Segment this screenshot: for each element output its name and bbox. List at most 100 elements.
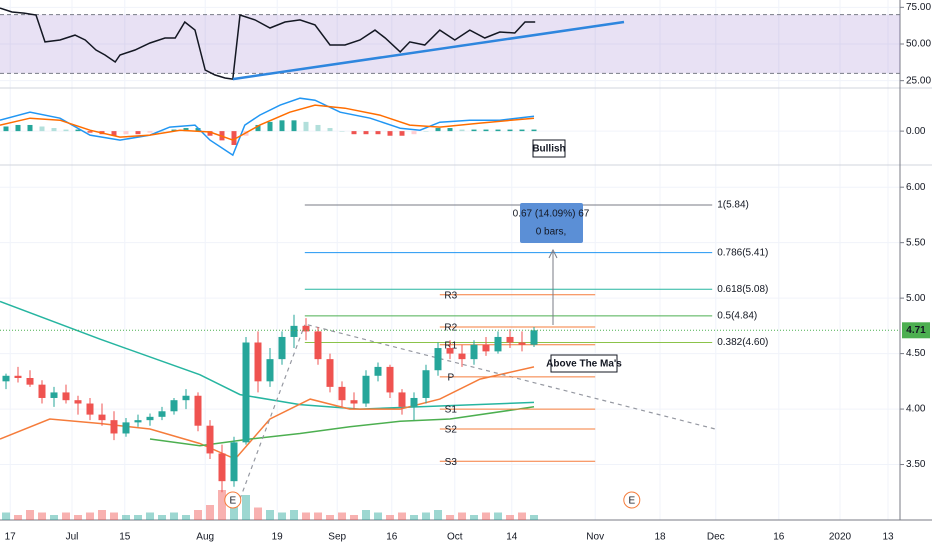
histogram-bar [123,131,129,135]
last-price-box [902,322,930,339]
volume-bar [494,512,502,520]
pivot-label: R2 [444,323,457,334]
candle-body [50,392,58,398]
x-tick-label: 19 [272,532,284,543]
volume-bar [62,512,70,520]
histogram-bar [255,124,261,132]
histogram-bar [291,120,297,132]
histogram-bar [39,126,45,132]
candle-body [182,395,190,401]
volume-bar [242,495,250,520]
histogram-bar [351,131,357,135]
histogram-bar [375,131,381,135]
histogram-bar [183,128,189,132]
annotation-box [550,354,618,373]
volume-bar [122,515,130,520]
candle-body [98,414,106,421]
candle-body [362,375,370,404]
volume-bar [146,512,154,520]
macd-line [0,104,535,141]
y-tick-label: 0.00 [906,126,926,137]
y-tick-label: 3.50 [906,459,926,470]
histogram-bar [387,131,393,136]
volume-bar [470,515,478,520]
histogram-bar [15,124,21,132]
rsi-band [0,14,900,74]
volume-bar [446,515,454,520]
volume-bar [194,510,202,520]
x-tick-label: 13 [882,532,894,543]
volume-bar [374,512,382,520]
histogram-bar [411,131,417,135]
histogram-bar [207,131,213,136]
last-price-label: 4.71 [906,325,926,336]
macd-line [0,97,535,157]
histogram-bar [87,131,93,133]
volume-bar [206,505,214,520]
fib-label: 1(5.84) [717,200,749,211]
histogram-bar [507,129,513,132]
volume-bar [170,512,178,520]
candle-body [2,375,10,382]
candle-body [14,375,22,378]
volume-bar [98,510,106,520]
volume-bar [38,512,46,520]
volume-bar [266,510,274,520]
histogram-bar [339,131,345,132]
volume-bar [278,512,286,520]
measure-box [520,203,583,243]
histogram-bar [531,129,537,132]
histogram-bar [195,128,201,132]
volume-bar [410,515,418,520]
candle-body [266,359,274,382]
pivot-label: S3 [445,457,458,468]
volume-bar [302,512,310,520]
candle-body [518,342,526,345]
candle-body [458,353,466,360]
candle-body [530,330,538,345]
volume-bar [86,512,94,520]
pivot-label: R1 [444,340,457,351]
candle-body [446,348,454,354]
volume-bar [14,515,22,520]
annotation: Bullish [532,144,565,155]
y-tick-label: 5.00 [906,293,926,304]
volume-bar [386,515,394,520]
histogram-bar [399,131,405,136]
candle-body [302,325,310,332]
y-tick-label: 4.50 [906,348,926,359]
event-marker [623,491,641,509]
pivot-label: P [447,373,454,384]
x-tick-label: Sep [328,532,346,543]
measure-label: 0.67 (14.09%) 67 [513,209,590,220]
histogram-bar [495,129,501,132]
histogram-bar [27,124,33,132]
y-tick-label: 6.00 [906,182,926,193]
x-tick-label: 18 [654,532,666,543]
histogram-bar [63,129,69,132]
y-tick-label: 75.00 [906,2,931,13]
trend-line [239,324,306,500]
candle-body [62,392,70,401]
candle-body [254,342,262,382]
trend-line [232,20,625,81]
volume-bar [518,512,526,520]
rsi-line [0,7,536,80]
fib-label: 0.618(5.08) [717,284,768,295]
histogram-bar [303,121,309,132]
x-tick-label: 15 [119,532,131,543]
volume-bar [134,515,142,520]
fib-label: 0.5(4.84) [717,311,757,322]
volume-bar [26,510,34,520]
candle-body [410,397,418,407]
candle-body [434,348,442,371]
candle-body [110,420,118,434]
candle-body [218,453,226,482]
candle-body [278,336,286,360]
measure-label: 0 bars, [536,227,567,238]
histogram-bar [471,129,477,132]
volume-bar [2,512,10,520]
pivot-label: S1 [445,405,458,416]
y-tick-label: 25.00 [906,75,931,86]
